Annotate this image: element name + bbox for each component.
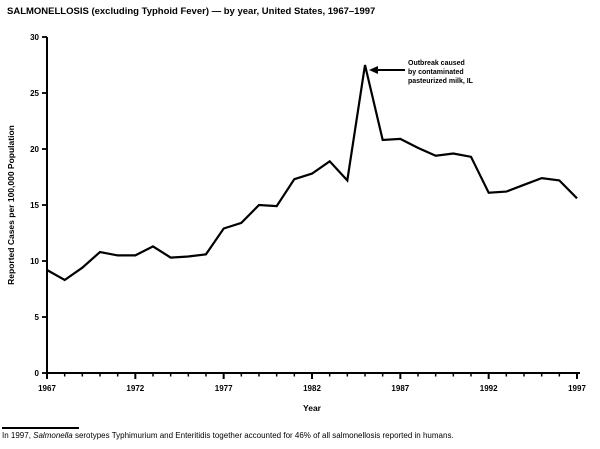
- footnote-text-prefix: In 1997,: [2, 431, 34, 440]
- svg-text:30: 30: [30, 33, 39, 42]
- svg-text:Reported Cases per 100,000 Pop: Reported Cases per 100,000 Population: [6, 125, 16, 285]
- footnote: In 1997, Salmonella serotypes Typhimuriu…: [2, 427, 598, 440]
- svg-text:1982: 1982: [303, 384, 321, 393]
- line-chart: 0 5 10 15 20 25 30 1967 1972 1977 1982 1987 1992 1997…: [6, 33, 586, 413]
- annotation-line: pasteurized milk, IL: [408, 78, 473, 86]
- svg-text:1967: 1967: [38, 384, 56, 393]
- svg-text:1992: 1992: [480, 384, 498, 393]
- footnote-text-italic: Salmonella: [33, 431, 73, 440]
- footnote-rule: [2, 427, 79, 429]
- svg-text:5: 5: [35, 313, 40, 322]
- svg-text:15: 15: [30, 201, 39, 210]
- annotation-line: by contaminated: [408, 69, 464, 77]
- svg-text:0: 0: [35, 369, 40, 378]
- svg-text:10: 10: [30, 257, 39, 266]
- svg-text:1972: 1972: [126, 384, 144, 393]
- outbreak-annotation: Outbreak caused by contaminated pasteuri…: [408, 59, 473, 86]
- svg-text:1977: 1977: [215, 384, 233, 393]
- svg-text:Year: Year: [303, 403, 322, 413]
- svg-text:1987: 1987: [391, 384, 409, 393]
- annotation-line: Outbreak caused: [408, 60, 465, 67]
- page-title: SALMONELLOSIS (excluding Typhoid Fever) …: [7, 6, 376, 17]
- svg-text:1997: 1997: [568, 384, 586, 393]
- svg-text:25: 25: [30, 89, 39, 98]
- svg-text:20: 20: [30, 145, 39, 154]
- footnote-text-suffix: serotypes Typhimurium and Enteritidis to…: [72, 431, 454, 440]
